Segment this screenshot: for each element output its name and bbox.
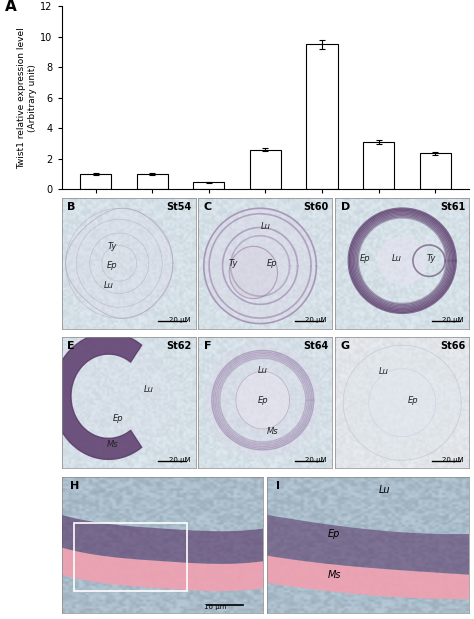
Polygon shape [267,556,469,599]
Text: 20 μM: 20 μM [169,318,191,324]
Text: St61: St61 [440,202,465,212]
Text: B: B [67,202,75,212]
Polygon shape [204,343,322,457]
Text: A: A [5,0,16,14]
Polygon shape [66,208,173,318]
Text: Lu: Lu [378,485,390,495]
Bar [419,154,451,189]
Polygon shape [369,369,436,437]
Text: Ep: Ep [257,396,268,405]
Text: Lu: Lu [379,367,388,376]
Text: D: D [340,202,350,212]
Bar [307,45,337,189]
Text: Ms: Ms [328,569,341,580]
Text: St66: St66 [440,341,465,352]
Text: Ms: Ms [107,440,118,449]
Polygon shape [236,371,290,429]
Text: C: C [204,202,212,212]
Text: G: G [340,341,350,352]
Text: 20 μM: 20 μM [306,457,327,463]
Text: Lu: Lu [104,281,113,290]
Text: St64: St64 [303,341,328,352]
Y-axis label: Twist1 relative expression level
(Arbitrary unit): Twist1 relative expression level (Arbitr… [17,27,37,168]
Polygon shape [57,337,173,455]
Text: Ep: Ep [328,529,340,539]
Text: Lu: Lu [258,366,268,374]
Bar [250,150,281,189]
Text: Lu: Lu [392,254,402,262]
Text: Ty: Ty [108,242,117,251]
Text: Ep: Ep [408,396,418,405]
Text: Ep: Ep [267,259,277,268]
Text: I: I [275,481,280,491]
Bar [137,174,168,189]
Text: F: F [204,341,211,352]
Text: 10 μm: 10 μm [204,604,226,610]
Polygon shape [378,237,426,284]
Text: 20 μM: 20 μM [169,457,191,463]
Polygon shape [229,246,277,298]
Text: St54: St54 [166,202,191,212]
Text: St62: St62 [166,341,191,352]
Text: 20 μM: 20 μM [306,318,327,324]
Bar [74,523,187,591]
Text: 20 μM: 20 μM [442,318,464,324]
Bar [363,142,394,189]
Text: Ty: Ty [427,254,437,262]
Polygon shape [62,515,264,564]
Text: Lu: Lu [261,222,270,232]
Text: H: H [70,481,79,491]
Text: Lu: Lu [144,385,154,394]
Polygon shape [62,548,264,591]
Text: Ep: Ep [107,261,118,271]
Text: Ep: Ep [359,254,370,262]
Polygon shape [343,345,461,461]
Bar [193,183,224,189]
Text: Ms: Ms [266,427,278,436]
Text: Ty: Ty [228,259,238,268]
Polygon shape [52,333,142,459]
Text: 20 μM: 20 μM [442,457,464,463]
Polygon shape [204,209,316,324]
Text: E: E [67,341,74,352]
Bar [80,174,111,189]
Polygon shape [267,515,469,574]
Text: St60: St60 [303,202,328,212]
Text: Ep: Ep [113,414,123,423]
